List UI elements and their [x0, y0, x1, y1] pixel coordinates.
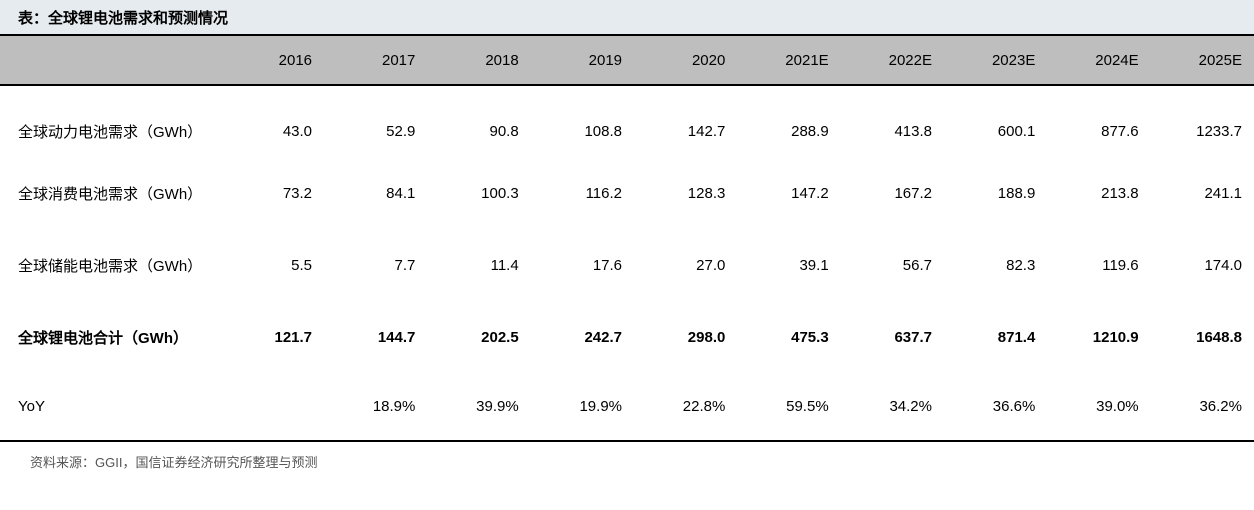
cell: 22.8%	[634, 373, 737, 441]
cell: 242.7	[531, 301, 634, 373]
cell: 39.1	[737, 229, 840, 301]
cell: 90.8	[427, 85, 530, 157]
cell: 128.3	[634, 157, 737, 229]
source-text: 资料来源：GGII，国信证券经济研究所整理与预测	[0, 442, 1254, 471]
cell: 1233.7	[1151, 85, 1254, 157]
row-label: 全球锂电池合计（GWh）	[0, 301, 221, 373]
cell: 36.2%	[1151, 373, 1254, 441]
cell: 877.6	[1047, 85, 1150, 157]
cell: 5.5	[221, 229, 324, 301]
cell: 202.5	[427, 301, 530, 373]
col-header	[0, 35, 221, 85]
cell: 100.3	[427, 157, 530, 229]
col-header: 2020	[634, 35, 737, 85]
table-body: 全球动力电池需求（GWh） 43.0 52.9 90.8 108.8 142.7…	[0, 85, 1254, 441]
col-header: 2016	[221, 35, 324, 85]
cell: 17.6	[531, 229, 634, 301]
cell: 19.9%	[531, 373, 634, 441]
cell: 475.3	[737, 301, 840, 373]
col-header: 2017	[324, 35, 427, 85]
col-header: 2023E	[944, 35, 1047, 85]
table-title: 表：全球锂电池需求和预测情况	[0, 0, 1254, 34]
cell: 56.7	[841, 229, 944, 301]
table-container: { "title": "表：全球锂电池需求和预测情况", "columns": …	[0, 0, 1254, 471]
cell: 73.2	[221, 157, 324, 229]
cell: 1648.8	[1151, 301, 1254, 373]
table-row: 全球储能电池需求（GWh） 5.5 7.7 11.4 17.6 27.0 39.…	[0, 229, 1254, 301]
cell: 52.9	[324, 85, 427, 157]
cell: 39.0%	[1047, 373, 1150, 441]
cell: 600.1	[944, 85, 1047, 157]
cell: 144.7	[324, 301, 427, 373]
cell: 121.7	[221, 301, 324, 373]
cell: 18.9%	[324, 373, 427, 441]
cell: 871.4	[944, 301, 1047, 373]
cell: 637.7	[841, 301, 944, 373]
cell: 82.3	[944, 229, 1047, 301]
cell: 298.0	[634, 301, 737, 373]
cell: 167.2	[841, 157, 944, 229]
cell: 27.0	[634, 229, 737, 301]
cell: 36.6%	[944, 373, 1047, 441]
cell: 213.8	[1047, 157, 1150, 229]
cell: 59.5%	[737, 373, 840, 441]
cell: 174.0	[1151, 229, 1254, 301]
cell: 188.9	[944, 157, 1047, 229]
cell: 34.2%	[841, 373, 944, 441]
table-row-total: 全球锂电池合计（GWh） 121.7 144.7 202.5 242.7 298…	[0, 301, 1254, 373]
col-header: 2024E	[1047, 35, 1150, 85]
cell: 241.1	[1151, 157, 1254, 229]
cell: 142.7	[634, 85, 737, 157]
cell: 108.8	[531, 85, 634, 157]
cell: 119.6	[1047, 229, 1150, 301]
cell: 7.7	[324, 229, 427, 301]
cell: 39.9%	[427, 373, 530, 441]
cell: 147.2	[737, 157, 840, 229]
table-row-yoy: YoY 18.9% 39.9% 19.9% 22.8% 59.5% 34.2% …	[0, 373, 1254, 441]
cell: 288.9	[737, 85, 840, 157]
cell: 413.8	[841, 85, 944, 157]
table-header-row: 2016 2017 2018 2019 2020 2021E 2022E 202…	[0, 35, 1254, 85]
col-header: 2019	[531, 35, 634, 85]
cell: 11.4	[427, 229, 530, 301]
cell: 116.2	[531, 157, 634, 229]
row-label: 全球动力电池需求（GWh）	[0, 85, 221, 157]
col-header: 2021E	[737, 35, 840, 85]
col-header: 2025E	[1151, 35, 1254, 85]
table-row: 全球动力电池需求（GWh） 43.0 52.9 90.8 108.8 142.7…	[0, 85, 1254, 157]
table-row: 全球消费电池需求（GWh） 73.2 84.1 100.3 116.2 128.…	[0, 157, 1254, 229]
col-header: 2022E	[841, 35, 944, 85]
row-label: YoY	[0, 373, 221, 441]
cell: 84.1	[324, 157, 427, 229]
data-table: 2016 2017 2018 2019 2020 2021E 2022E 202…	[0, 34, 1254, 442]
col-header: 2018	[427, 35, 530, 85]
cell: 43.0	[221, 85, 324, 157]
row-label: 全球储能电池需求（GWh）	[0, 229, 221, 301]
cell	[221, 373, 324, 441]
row-label: 全球消费电池需求（GWh）	[0, 157, 221, 229]
cell: 1210.9	[1047, 301, 1150, 373]
